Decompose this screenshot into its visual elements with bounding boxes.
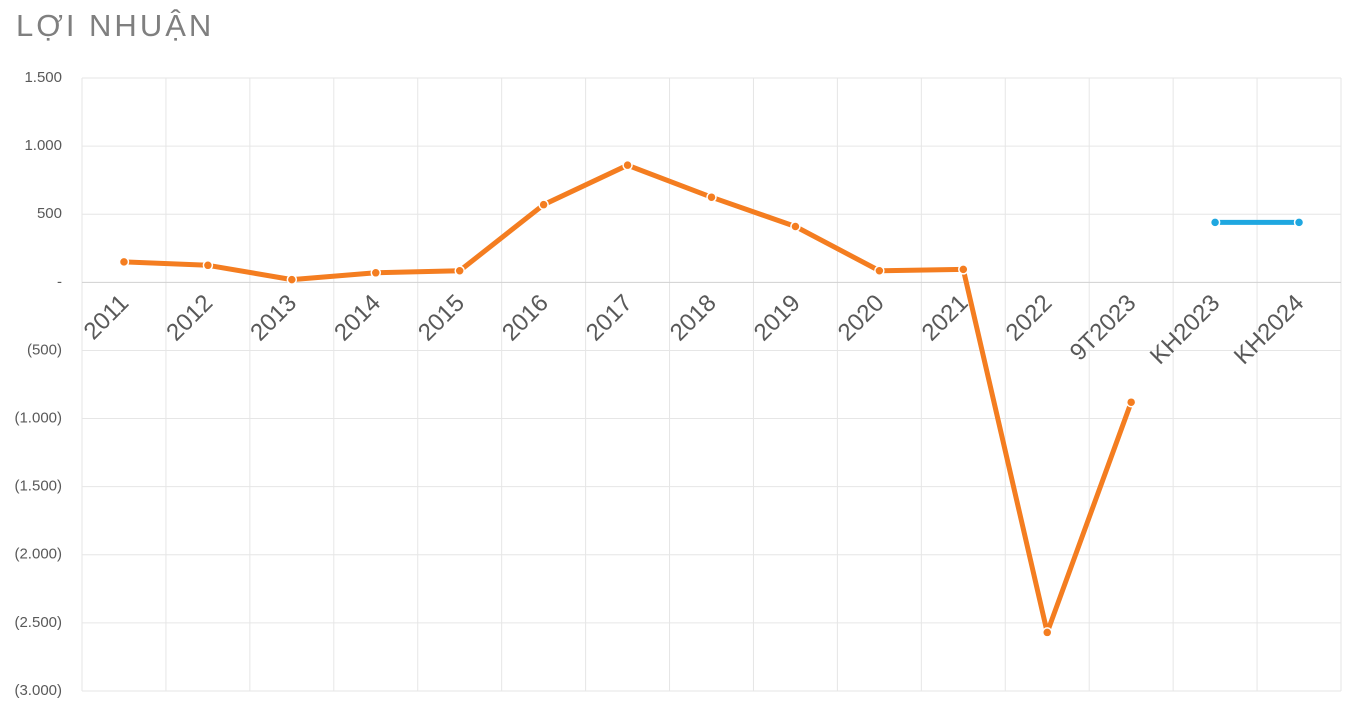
x-tick-label: 2015 (413, 289, 470, 346)
x-tick-label: 2019 (749, 289, 806, 346)
point (286, 274, 298, 285)
x-tick-label: KH2023 (1145, 289, 1225, 369)
y-tick-label: (1.000) (14, 410, 62, 427)
x-tick-label: 2014 (329, 289, 386, 346)
point (118, 256, 130, 268)
point (538, 199, 549, 210)
x-tick-label: 2022 (1001, 289, 1058, 346)
point (454, 265, 465, 277)
point (1209, 217, 1221, 228)
y-tick-label: (500) (27, 341, 62, 358)
chart-title: LỢI NHUẬN (16, 8, 214, 43)
y-tick-label: (2.500) (14, 614, 62, 631)
y-tick-label: 500 (37, 205, 62, 222)
y-tick-label: (3.000) (14, 682, 62, 699)
point (202, 260, 214, 271)
point (622, 159, 633, 171)
point (874, 265, 885, 277)
x-tick-label: 2018 (665, 289, 722, 346)
series-line (121, 162, 1134, 635)
y-tick-label: - (57, 273, 62, 290)
x-tick-label: 9T2023 (1065, 289, 1142, 366)
point (790, 221, 801, 232)
y-tick-label: 1.500 (24, 69, 62, 86)
x-tick-label: 2020 (833, 289, 890, 346)
point (370, 267, 382, 279)
y-tick-label: 1.000 (24, 137, 62, 154)
x-tick-label: KH2024 (1229, 289, 1309, 369)
y-tick-label: (1.500) (14, 478, 62, 495)
point (1125, 396, 1137, 408)
x-tick-label: 2021 (917, 289, 974, 346)
point (1293, 217, 1305, 228)
point (706, 191, 717, 203)
x-tick-label: 2012 (161, 289, 218, 346)
x-tick-label: 2017 (581, 289, 638, 346)
x-tick-label: 2016 (497, 289, 554, 346)
point (958, 264, 969, 275)
x-tick-label: 2013 (245, 289, 302, 346)
y-tick-label: (2.000) (14, 546, 62, 563)
point (1041, 627, 1053, 638)
x-tick-label: 2011 (79, 289, 135, 345)
